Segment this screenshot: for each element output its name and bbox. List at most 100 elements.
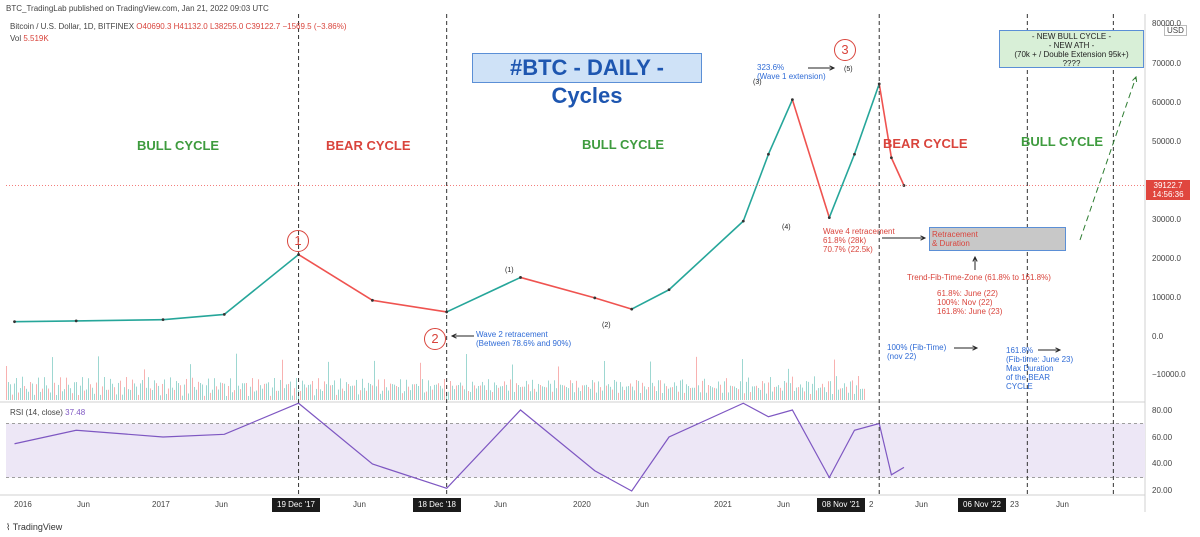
volume-bar	[312, 380, 313, 400]
volume-bar	[346, 382, 347, 400]
volume-bar	[316, 388, 317, 400]
fib-time-161-max: Max Duration	[1006, 364, 1054, 373]
volume-bar	[222, 383, 223, 400]
volume-bar	[308, 384, 309, 400]
volume-bar	[650, 361, 651, 400]
rsi-value: 37.48	[65, 408, 86, 417]
volume-bar	[114, 387, 115, 400]
volume-bar	[218, 389, 219, 400]
time-tick: Jun	[77, 500, 90, 509]
price-segment	[878, 83, 893, 158]
volume-bar	[396, 385, 397, 400]
volume-bar	[132, 379, 133, 400]
volume-bar	[258, 379, 259, 400]
rsi-tick: 40.00	[1152, 459, 1173, 468]
symbol-name[interactable]: Bitcoin / U.S. Dollar, 1D, BITFINEX	[10, 22, 135, 31]
volume-bar	[814, 376, 815, 400]
volume-bar	[266, 383, 267, 400]
volume-bar	[338, 389, 339, 400]
volume-bar	[674, 382, 675, 400]
fib-time-161-arrow-head	[1055, 347, 1062, 353]
time-tick: 2021	[714, 500, 732, 509]
volume-bar	[128, 389, 129, 400]
fib-dates-note: 61.8%: June (22) 100%: Nov (22) 161.8%: …	[937, 289, 1002, 316]
cycle-label-bull-3: BULL CYCLE	[1021, 134, 1104, 149]
volume-bar	[146, 387, 147, 400]
new-ath-box: - NEW BULL CYCLE - - NEW ATH - (70k + / …	[999, 30, 1144, 68]
volume-bar	[510, 379, 511, 400]
volume-bar	[208, 378, 209, 400]
volume-bar	[66, 377, 67, 400]
volume-bar	[402, 393, 403, 400]
wave1-ext-arrow-head	[829, 65, 836, 71]
volume-bar	[848, 392, 849, 400]
time-tick: Jun	[777, 500, 790, 509]
volume-bar	[504, 381, 505, 400]
volume-bar	[268, 382, 269, 400]
time-tick: 2016	[14, 500, 32, 509]
price-point	[853, 152, 856, 156]
volume-bar	[60, 377, 61, 400]
volume-bar	[486, 389, 487, 400]
volume-bar	[460, 382, 461, 400]
volume-bar	[642, 382, 643, 400]
volume-bar	[710, 386, 711, 400]
volume-bar	[560, 384, 561, 400]
volume-bar	[194, 386, 195, 400]
price-segment	[223, 253, 300, 316]
fib-time-100-arrow-head	[972, 345, 979, 351]
volume-bar	[202, 384, 203, 400]
volume-bar	[142, 380, 143, 400]
volume-bar	[488, 379, 489, 400]
volume-bar	[104, 377, 105, 400]
fib-time-161-date: (Fib-time: June 23)	[1006, 355, 1074, 364]
time-marker-nov-21: 08 Nov '21	[817, 498, 865, 512]
tradingview-footer[interactable]: ⌇ TradingView	[6, 522, 62, 533]
volume-bar	[608, 384, 609, 400]
volume-bar	[94, 393, 95, 400]
volume-bar	[664, 383, 665, 400]
fib-date-618: 61.8%: June (22)	[937, 289, 998, 298]
volume-bar	[736, 387, 737, 400]
volume-bar	[210, 392, 211, 400]
volume-bar	[858, 376, 859, 400]
retracement-duration-box: Retracement & Duration	[929, 227, 1066, 251]
volume-bar	[464, 389, 465, 400]
volume-bar	[62, 391, 63, 400]
price-tick: 60000.0	[1152, 98, 1181, 107]
volume-bar	[424, 392, 425, 400]
volume-bar	[708, 385, 709, 400]
volume-bar	[224, 383, 225, 400]
price-point	[741, 219, 745, 223]
volume-bar	[566, 386, 567, 400]
volume-bar	[368, 382, 369, 400]
volume-bar	[502, 386, 503, 400]
volume-bar	[784, 381, 785, 400]
volume-bar	[408, 386, 409, 400]
volume-bar	[274, 378, 275, 400]
wave4-retr-707: 70.7% (22.5k)	[823, 245, 873, 254]
volume-bar	[398, 387, 399, 400]
price-segment	[668, 220, 744, 291]
volume-bar	[548, 380, 549, 400]
price-point	[161, 318, 165, 322]
volume-bar	[550, 383, 551, 400]
wave1-ext-label: (Wave 1 extension)	[757, 72, 826, 81]
volume-bar	[394, 384, 395, 400]
volume-bar	[570, 380, 571, 400]
volume-bar	[818, 388, 819, 400]
currency-badge[interactable]: USD	[1164, 25, 1187, 36]
volume-bar	[418, 385, 419, 400]
volume-bar	[660, 380, 661, 400]
volume-bar	[734, 386, 735, 400]
volume-bar	[670, 387, 671, 400]
volume-bar	[238, 385, 239, 400]
volume-bar	[188, 393, 189, 400]
volume-bar	[498, 387, 499, 400]
volume-bar	[572, 383, 573, 400]
volume-bar	[206, 385, 207, 400]
volume-bar	[272, 387, 273, 400]
volume-bar	[520, 387, 521, 400]
rsi-label[interactable]: RSI (14, close)	[10, 408, 63, 417]
volume-bar	[746, 381, 747, 400]
